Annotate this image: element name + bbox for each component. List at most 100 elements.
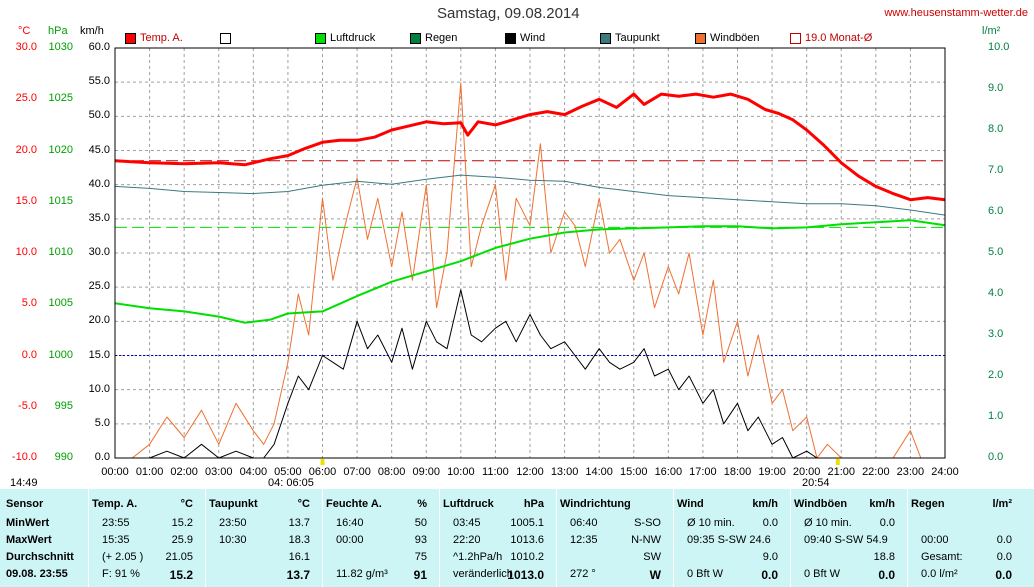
cell-value: 1013.6 <box>510 534 544 546</box>
rain-tick: 6.0 <box>988 205 1004 217</box>
column-unit: hPa <box>523 498 544 510</box>
x-tick: 12:00 <box>516 466 544 478</box>
x-tick: 04:00 <box>239 466 268 478</box>
cell-value: SW <box>643 551 661 563</box>
cell-left: 09:40 S-SW 54.9 <box>804 534 888 546</box>
cell-value: 15.2 <box>169 568 193 582</box>
legend-item: Taupunkt <box>600 31 660 45</box>
cell-left: 0 Bft W <box>687 568 724 580</box>
cell-value: 75 <box>414 551 427 563</box>
legend-item: 19.0 Monat-Ø <box>790 31 872 45</box>
x-tick: 18:00 <box>723 466 752 478</box>
cell-value: 0.0 <box>996 534 1012 546</box>
rain-tick: 3.0 <box>988 328 1004 340</box>
row-label: Sensor <box>6 498 44 510</box>
legend-item: Temp. A. <box>125 31 183 45</box>
cell-value: 13.7 <box>286 568 310 582</box>
column-header: Taupunkt <box>209 498 258 510</box>
cell-value: 0.0 <box>761 568 778 582</box>
x-tick: 14:00 <box>585 466 613 478</box>
row-label: Durchschnitt <box>6 551 74 563</box>
legend-item: Windböen <box>695 31 760 45</box>
legend-item <box>220 31 235 45</box>
rain-tick: 5.0 <box>988 246 1004 258</box>
press-unit: hPa <box>48 25 68 37</box>
cell-left: 23:55 <box>102 517 130 529</box>
row-label: MaxWert <box>6 534 52 546</box>
cell-value: 0.0 <box>996 551 1012 563</box>
press-tick: 995 <box>54 399 73 412</box>
x-tick: 23:00 <box>896 466 925 478</box>
cell-left: 15:35 <box>102 534 130 546</box>
sunset-marker: 20:54 <box>802 477 830 489</box>
plot-frame <box>114 47 946 459</box>
column-header: Windböen <box>794 498 848 510</box>
column-divider <box>88 489 89 587</box>
press-tick: 1000 <box>48 348 73 361</box>
legend-label: 19.0 Monat-Ø <box>805 32 873 44</box>
cell-value: W <box>649 568 661 582</box>
cell-value: S-SO <box>634 517 661 529</box>
column-unit: km/h <box>869 498 895 510</box>
x-tick: 20:00 <box>792 466 821 478</box>
series-line-luftdruck <box>114 219 946 324</box>
legend-label: Windböen <box>710 32 760 44</box>
cell-left: 12:35 <box>570 534 598 546</box>
x-tick: 24:00 <box>931 466 959 478</box>
series-line-windben <box>115 82 945 459</box>
temp-unit: °C <box>18 25 31 37</box>
cell-left: Gesamt: <box>921 551 963 563</box>
wind-tick: 25.0 <box>88 280 110 293</box>
cell-left: 06:40 <box>570 517 598 529</box>
press-tick: 1020 <box>48 143 73 156</box>
cell-left: 03:45 <box>453 517 481 529</box>
cell-left: Ø 10 min. <box>687 517 735 529</box>
cell-left: 00:00 <box>336 534 364 546</box>
rain-tick: 10.0 <box>988 41 1010 53</box>
column-divider <box>673 489 674 587</box>
cell-value: 1005.1 <box>510 517 544 529</box>
legend-label: Regen <box>425 32 458 44</box>
x-tick: 02:00 <box>170 466 198 478</box>
cell-left: 09:35 S-SW 24.6 <box>687 534 771 546</box>
x-tick: 22:00 <box>862 466 890 478</box>
x-tick: 08:00 <box>377 466 406 478</box>
column-divider <box>790 489 791 587</box>
cell-left: 10:30 <box>219 534 247 546</box>
rain-tick: 4.0 <box>988 287 1004 299</box>
legend-swatch <box>600 32 611 44</box>
column-unit: l/m² <box>992 498 1012 510</box>
temp-tick: 10.0 <box>15 246 37 258</box>
temp-tick: 20.0 <box>15 143 37 156</box>
column-header: Wind <box>677 498 704 510</box>
x-tick: 03:00 <box>204 466 233 478</box>
cell-value: 0.0 <box>995 568 1012 582</box>
column-divider <box>439 489 440 587</box>
cell-left: 23:50 <box>219 517 247 529</box>
temp-tick: -10.0 <box>11 451 37 463</box>
cell-value: 21.05 <box>165 551 193 563</box>
cell-value: 18.3 <box>288 534 310 546</box>
cell-value: 93 <box>414 534 427 546</box>
series-line-taupunkt <box>114 174 946 216</box>
rain-tick: 7.0 <box>988 164 1004 176</box>
cell-left: 00:00 <box>921 534 949 546</box>
rain-tick: 2.0 <box>988 369 1004 381</box>
website-link[interactable]: www.heusenstamm-wetter.de <box>884 7 1028 19</box>
wind-unit: km/h <box>80 25 104 37</box>
cell-left: F: 91 % <box>102 568 140 580</box>
series-line-tempa <box>114 92 946 202</box>
column-divider <box>205 489 206 587</box>
wind-tick: 45.0 <box>88 143 110 156</box>
cell-value: 0.0 <box>879 517 895 529</box>
cell-left: 272 ° <box>570 568 596 580</box>
cell-value: 16.1 <box>288 551 310 563</box>
column-unit: % <box>417 498 427 510</box>
legend-label: Temp. A. <box>140 32 183 44</box>
x-tick: 17:00 <box>689 466 717 478</box>
legend-swatch <box>410 32 421 44</box>
press-tick: 1030 <box>48 41 73 53</box>
cell-value: 25.9 <box>171 534 193 546</box>
column-divider <box>556 489 557 587</box>
cell-value: 9.0 <box>762 551 778 563</box>
